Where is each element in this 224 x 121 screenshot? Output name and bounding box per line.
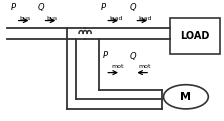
Text: load: load xyxy=(109,16,123,21)
Text: bus: bus xyxy=(20,16,31,21)
Text: Q: Q xyxy=(38,3,45,12)
Text: load: load xyxy=(138,16,152,21)
Text: bus: bus xyxy=(47,16,58,21)
Text: mot: mot xyxy=(138,64,151,69)
Text: M: M xyxy=(180,92,192,102)
Bar xyxy=(170,18,220,54)
Text: P: P xyxy=(103,52,108,60)
Text: P: P xyxy=(101,3,106,12)
Text: mot: mot xyxy=(112,64,124,69)
Text: Q: Q xyxy=(130,3,137,12)
Circle shape xyxy=(164,85,208,109)
Text: LOAD: LOAD xyxy=(180,31,210,41)
Text: P: P xyxy=(11,3,16,12)
Text: Q: Q xyxy=(130,52,137,60)
